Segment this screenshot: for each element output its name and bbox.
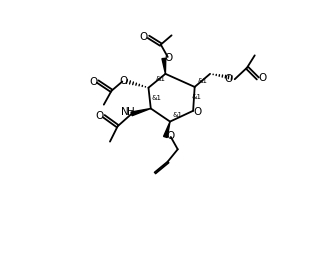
Text: &1: &1	[197, 78, 207, 84]
Text: O: O	[225, 74, 233, 84]
Text: H: H	[127, 107, 135, 117]
Text: N: N	[121, 107, 129, 117]
Text: &1: &1	[173, 112, 183, 118]
Text: O: O	[166, 131, 174, 141]
Text: O: O	[95, 111, 103, 121]
Text: &1: &1	[151, 95, 161, 101]
Polygon shape	[131, 109, 151, 116]
Polygon shape	[164, 122, 170, 137]
Text: O: O	[120, 76, 128, 86]
Text: O: O	[140, 32, 148, 42]
Text: &1: &1	[192, 94, 202, 100]
Text: O: O	[258, 73, 267, 83]
Polygon shape	[162, 58, 166, 74]
Text: O: O	[164, 53, 173, 63]
Text: &1: &1	[155, 76, 165, 82]
Text: O: O	[194, 107, 202, 117]
Text: O: O	[89, 77, 97, 87]
